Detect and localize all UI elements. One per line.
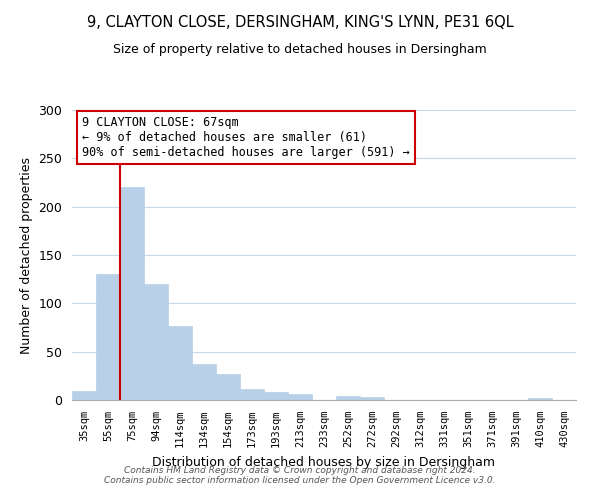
- Y-axis label: Number of detached properties: Number of detached properties: [20, 156, 33, 354]
- Bar: [264, 392, 288, 400]
- Text: Size of property relative to detached houses in Dersingham: Size of property relative to detached ho…: [113, 42, 487, 56]
- Bar: [360, 397, 384, 400]
- Bar: [192, 364, 216, 400]
- Text: 9 CLAYTON CLOSE: 67sqm
← 9% of detached houses are smaller (61)
90% of semi-deta: 9 CLAYTON CLOSE: 67sqm ← 9% of detached …: [82, 116, 410, 159]
- Bar: [120, 188, 144, 400]
- Bar: [336, 396, 360, 400]
- Bar: [144, 284, 168, 400]
- Bar: [240, 390, 264, 400]
- Text: 9, CLAYTON CLOSE, DERSINGHAM, KING'S LYNN, PE31 6QL: 9, CLAYTON CLOSE, DERSINGHAM, KING'S LYN…: [86, 15, 514, 30]
- Bar: [72, 392, 96, 400]
- Bar: [216, 374, 240, 400]
- X-axis label: Distribution of detached houses by size in Dersingham: Distribution of detached houses by size …: [152, 456, 496, 468]
- Bar: [288, 394, 312, 400]
- Text: Contains HM Land Registry data © Crown copyright and database right 2024.
Contai: Contains HM Land Registry data © Crown c…: [104, 466, 496, 485]
- Bar: [168, 326, 192, 400]
- Bar: [96, 274, 120, 400]
- Bar: [528, 398, 552, 400]
